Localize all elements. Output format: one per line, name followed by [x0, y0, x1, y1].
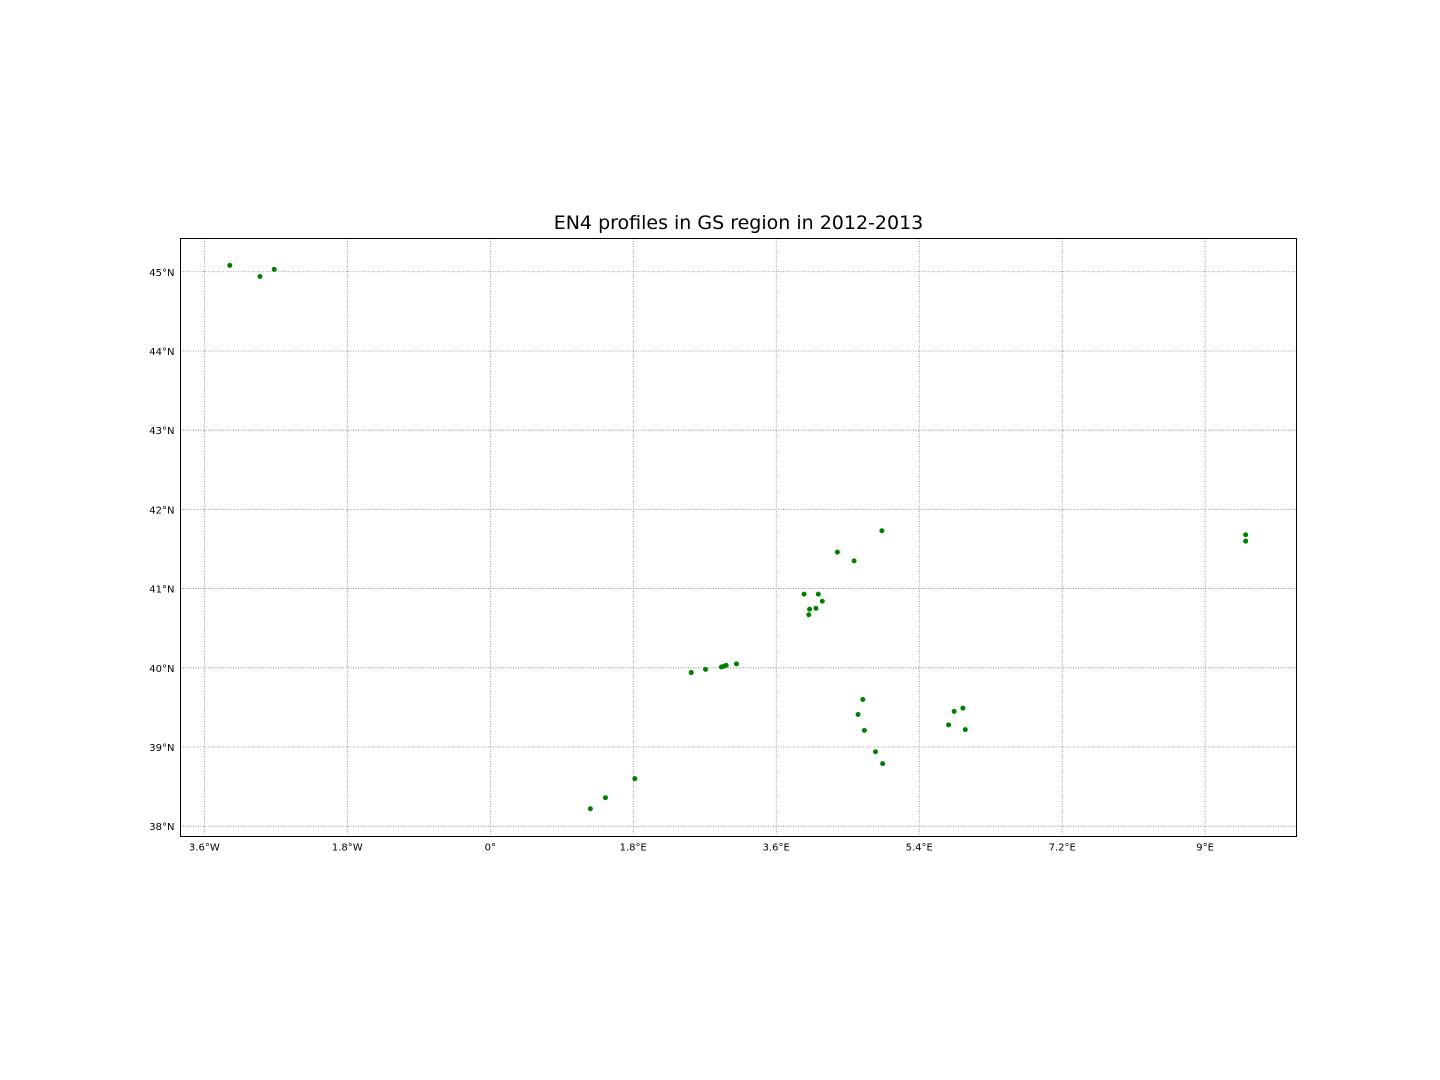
profile-point — [806, 612, 812, 618]
x-tick-label: 9°E — [1196, 843, 1214, 854]
profile-point — [227, 262, 233, 268]
y-tick-label: 41°N — [149, 585, 174, 596]
profile-point — [855, 712, 861, 718]
y-tick-label: 43°N — [149, 426, 174, 437]
profile-point — [880, 761, 886, 767]
profile-point — [602, 795, 608, 801]
axis-ticks: 3.6°W 1.8°W 0° 1.8°E 3.6°E 5.4°E 7.2°E 9°E 38°N 3… — [149, 268, 1214, 854]
plot-frame — [180, 238, 1297, 837]
profile-point — [851, 558, 857, 564]
profile-point — [960, 705, 966, 711]
x-tick-label: 3.6°W — [189, 843, 220, 854]
profile-point — [946, 722, 952, 728]
profile-point — [879, 528, 885, 534]
profile-point — [688, 670, 694, 676]
profile-point — [703, 666, 709, 672]
y-tick-label: 39°N — [149, 743, 174, 754]
y-tick-label: 45°N — [149, 268, 174, 279]
profile-point — [734, 661, 740, 667]
scatter-points — [227, 262, 1249, 812]
profile-point — [587, 806, 593, 812]
x-tick-label: 7.2°E — [1049, 843, 1076, 854]
grid-lines — [180, 238, 1297, 837]
profile-point — [1243, 538, 1249, 544]
profile-point — [861, 727, 867, 733]
profile-point — [632, 776, 638, 782]
profile-point — [271, 266, 277, 272]
profile-point — [257, 274, 263, 280]
x-tick-label: 1.8°E — [620, 843, 647, 854]
x-tick-label: 3.6°E — [763, 843, 790, 854]
profile-point — [834, 549, 840, 555]
profile-point — [962, 727, 968, 733]
y-tick-label: 44°N — [149, 347, 174, 358]
profile-point — [723, 662, 729, 668]
chart-title: EN4 profiles in GS region in 2012-2013 — [553, 212, 924, 234]
profile-point — [801, 591, 807, 597]
x-tick-label: 1.8°W — [332, 843, 363, 854]
profile-point — [951, 708, 957, 714]
profile-point — [819, 598, 825, 604]
profile-point — [860, 696, 866, 702]
x-tick-label: 0° — [485, 843, 496, 854]
y-tick-label: 38°N — [149, 822, 174, 833]
y-tick-label: 40°N — [149, 664, 174, 675]
x-tick-label: 5.4°E — [906, 843, 933, 854]
profile-point — [1243, 532, 1249, 538]
y-tick-label: 42°N — [149, 505, 174, 516]
profile-point — [815, 591, 821, 597]
profile-point — [807, 606, 813, 612]
profile-point — [873, 749, 879, 755]
profile-point — [813, 605, 819, 611]
